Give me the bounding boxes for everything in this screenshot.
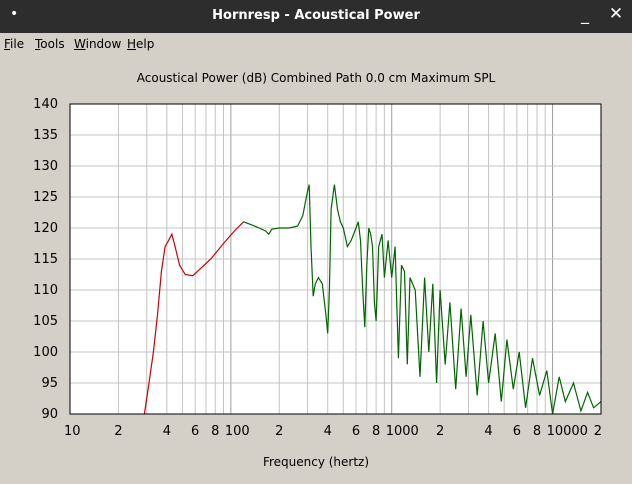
y-tick-label: 95 [41,376,58,391]
x-tick-label: 8 [211,424,219,439]
menu-window[interactable]: Window [74,37,122,51]
menu-bar: File Tools Window Help [0,33,632,55]
series-line [143,221,245,415]
x-tick-label: 1000 [386,424,419,439]
y-tick-label: 125 [33,190,58,205]
x-tick-label: 6 [352,424,360,439]
x-tick-label: 10000 [547,424,588,439]
x-tick-label: 4 [163,424,171,439]
x-tick-label: 2 [275,424,283,439]
y-tick-label: 130 [33,159,58,174]
series-line [243,184,602,415]
plot-border [69,103,602,415]
x-tick-label: 2 [114,424,122,439]
x-tick-label: 2 [594,424,602,439]
x-tick-label: 4 [324,424,332,439]
close-button[interactable]: ✕ [608,4,624,24]
menu-help[interactable]: Help [127,37,155,51]
menu-file[interactable]: File [4,37,25,51]
y-tick-label: 100 [33,345,58,360]
minimize-button[interactable]: _ [581,5,589,24]
window-menu-icon[interactable]: • [10,6,19,22]
window-titlebar: • Hornresp - Acoustical Power _ ✕ [0,0,632,33]
x-tick-label: 100 [225,424,250,439]
chart-title: Acoustical Power (dB) Combined Path 0.0 … [136,71,496,85]
x-tick-label: 8 [372,424,380,439]
x-tick-label: 4 [484,424,492,439]
x-tick-label: 2 [436,424,444,439]
x-tick-label: 6 [191,424,199,439]
x-axis-label: Frequency (hertz) [262,455,370,469]
y-tick-label: 105 [33,314,58,329]
x-tick-label: 6 [513,424,521,439]
window-title: Hornresp - Acoustical Power [212,8,420,23]
menu-tools[interactable]: Tools [35,37,65,51]
y-tick-label: 115 [33,252,58,267]
y-tick-label: 140 [33,97,58,112]
y-tick-label: 90 [41,407,58,422]
x-tick-label: 10 [64,424,81,439]
x-tick-label: 8 [533,424,541,439]
y-tick-label: 135 [33,128,58,143]
y-tick-label: 120 [33,221,58,236]
y-tick-label: 110 [33,283,58,298]
